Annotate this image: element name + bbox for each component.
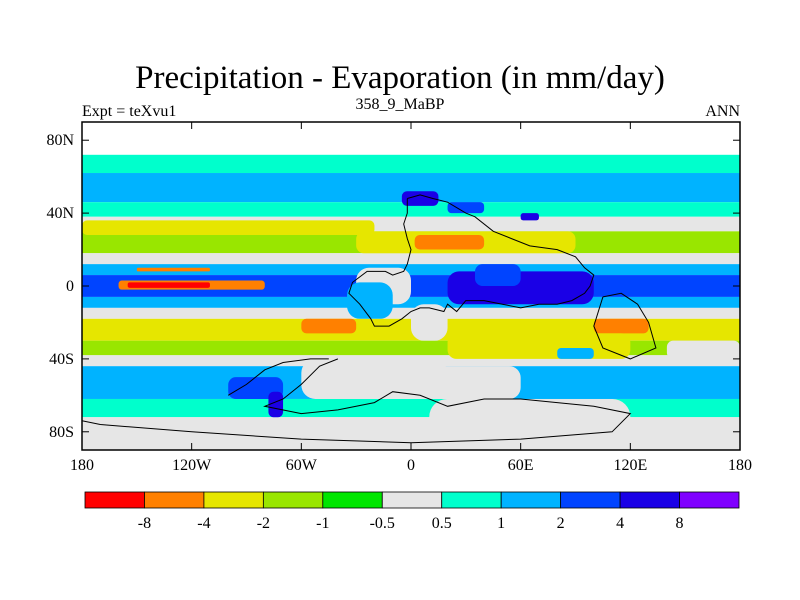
colorbar-label: 0.5 (432, 515, 452, 532)
zonal-band-10 (82, 307, 740, 319)
field-patch-2 (136, 267, 210, 272)
x-tick-label: 180 (70, 457, 94, 474)
colorbar-label: 2 (557, 515, 565, 532)
coastline-2 (81, 358, 632, 444)
chart-subtitle-left: Expt = teXvu1 (82, 103, 177, 120)
chart-subtitle-right: ANN (705, 103, 740, 120)
coastline-layer (81, 194, 657, 444)
colorbar: -8 -4 -2 -1 -0.5 0.5 1 2 4 8 (84, 491, 740, 532)
field-patch-14 (392, 366, 521, 399)
x-tick-label: 0 (407, 457, 415, 474)
colorbar-label: -4 (197, 515, 210, 532)
map-layer (82, 122, 740, 450)
colorbar-swatch-8 (560, 491, 621, 509)
field-patch-4 (173, 322, 265, 341)
axis-layer: 180 120W 60W 0 60E 120E 180 80N 40N 0 40S 80S (46, 122, 752, 474)
field-patch-19 (447, 202, 485, 214)
x-tick-label: 60E (508, 457, 534, 474)
field-patch-23 (228, 377, 284, 399)
zonal-band-12 (82, 340, 740, 356)
zonal-band-7 (82, 264, 740, 276)
zonal-band-15 (82, 398, 740, 418)
colorbar-swatch-1 (144, 491, 205, 509)
x-tick-label: 60W (286, 457, 318, 474)
colorbar-swatch-6 (441, 491, 502, 509)
field-patch-11 (447, 333, 631, 359)
field-patch-15 (347, 282, 393, 319)
y-tick-label: 40N (46, 205, 74, 222)
coastline-1 (593, 292, 657, 360)
colorbar-label: -8 (138, 515, 151, 532)
field-patch-24 (268, 391, 284, 418)
colorbar-label: -0.5 (370, 515, 395, 532)
coastline-3 (227, 358, 329, 396)
colorbar-swatch-10 (679, 491, 740, 509)
field-patch-17 (474, 264, 521, 286)
field-patch-3 (82, 220, 375, 235)
field-patch-18 (401, 191, 439, 206)
field-patch-13 (429, 398, 631, 450)
field-patch-21 (557, 347, 594, 359)
field-patch-1 (127, 282, 210, 288)
colorbar-swatch-2 (203, 491, 264, 509)
field-patch-5 (301, 318, 357, 334)
colorbar-label: -2 (257, 515, 270, 532)
y-tick-label: 0 (66, 278, 74, 295)
zonal-band-9 (82, 296, 740, 308)
colorbar-swatch-4 (322, 491, 383, 509)
zonal-band-6 (82, 253, 740, 265)
x-tick-label: 180 (728, 457, 752, 474)
colorbar-swatch-0 (84, 491, 145, 509)
field-patch-20 (520, 213, 539, 221)
y-tick-label: 40S (49, 351, 74, 368)
y-tick-label: 80S (49, 424, 74, 441)
x-tick-label: 120E (613, 457, 647, 474)
chart-title: Precipitation - Evaporation (in mm/day) (135, 60, 665, 96)
colorbar-swatch-3 (262, 491, 324, 509)
y-tick-label: 80N (46, 132, 74, 149)
zonal-band-3 (82, 202, 740, 217)
colorbar-swatch-7 (500, 491, 562, 509)
x-tick-label: 120W (172, 457, 212, 474)
zonal-band-1 (82, 154, 740, 174)
colorbar-label: 1 (497, 515, 505, 532)
field-patch-8 (414, 234, 485, 250)
field-patch-22 (666, 340, 740, 359)
colorbar-label: -1 (316, 515, 329, 532)
colorbar-label: 8 (676, 515, 684, 532)
colorbar-swatch-5 (381, 491, 443, 509)
coastline-0 (348, 194, 595, 327)
field-patch-10 (411, 304, 448, 341)
chart-subtitle-center: 358_9_MaBP (355, 96, 445, 113)
colorbar-swatch-9 (619, 491, 680, 509)
colorbar-label: 4 (616, 515, 624, 532)
field-patch-6 (593, 318, 649, 334)
